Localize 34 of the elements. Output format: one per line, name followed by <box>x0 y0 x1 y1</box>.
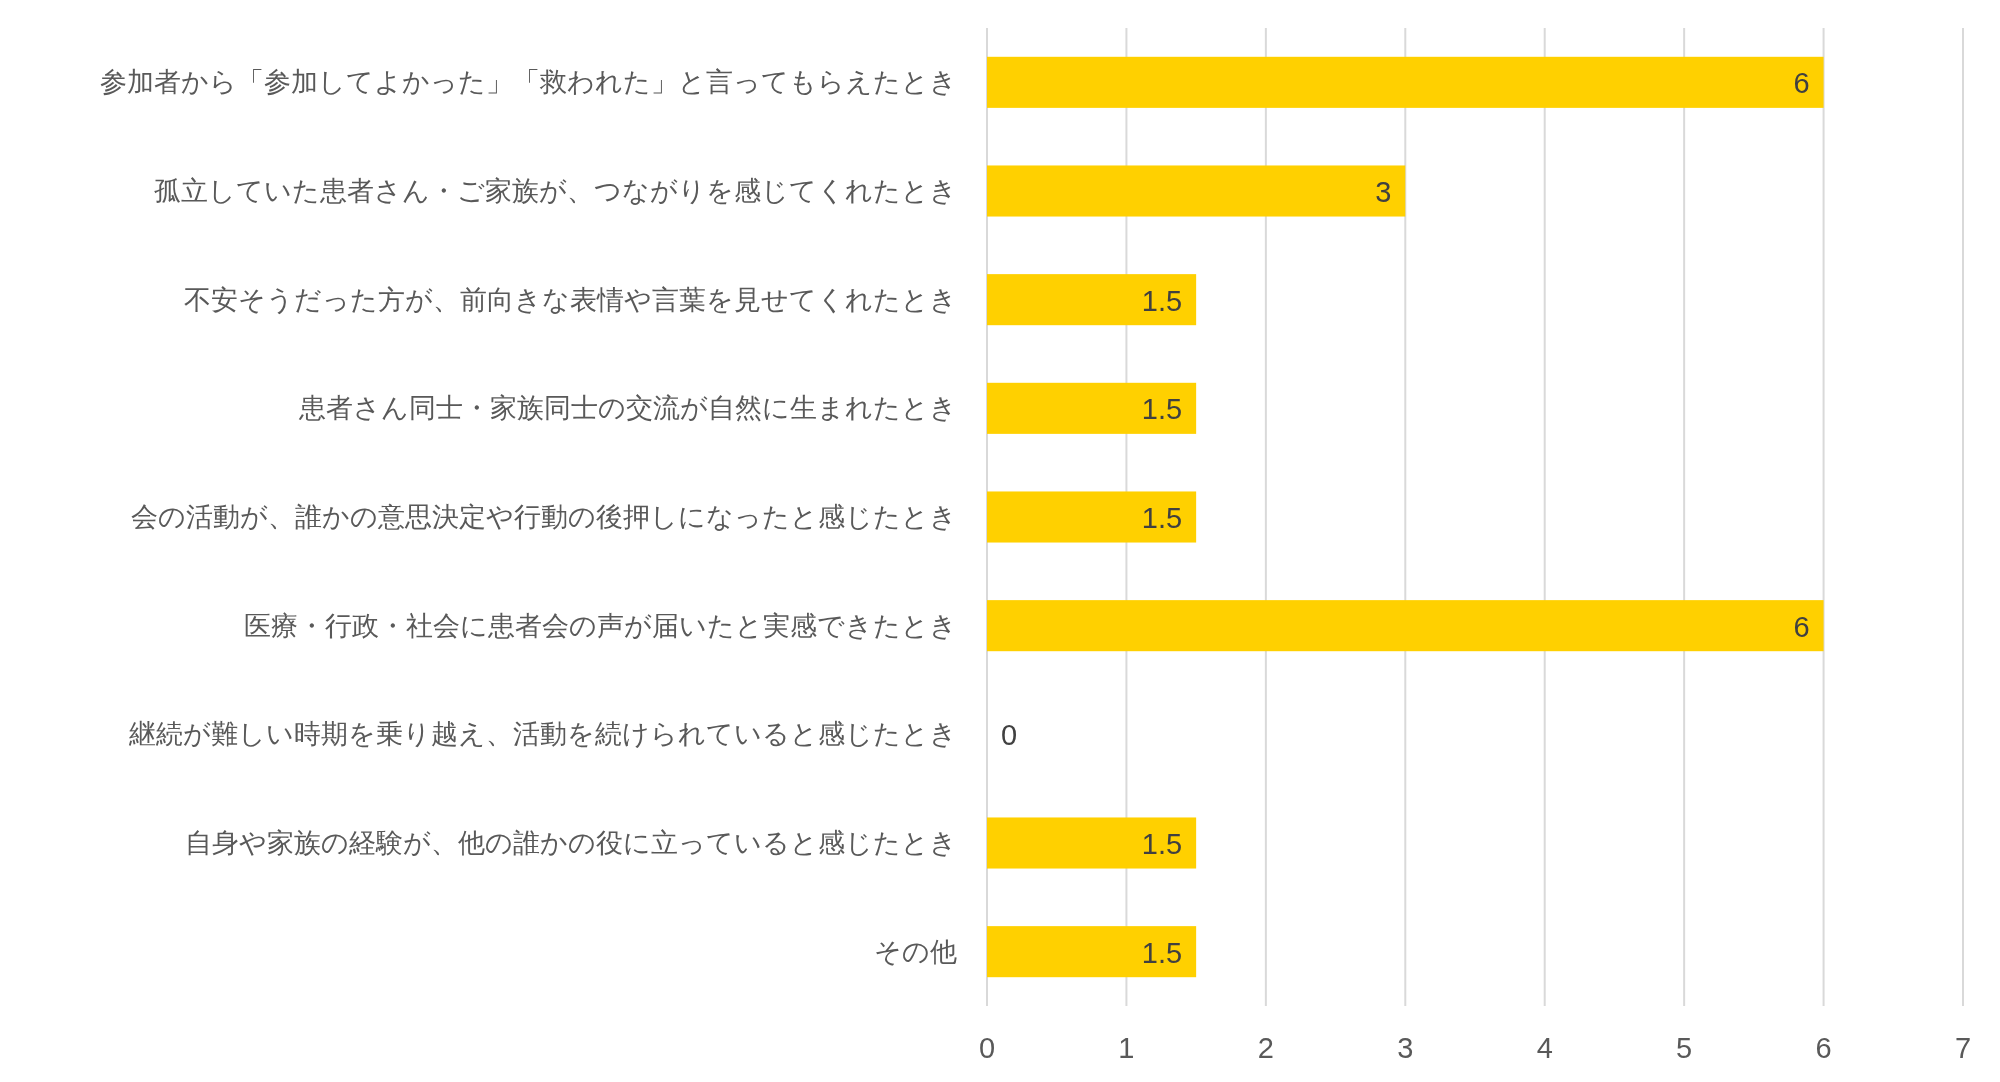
x-tick-label: 2 <box>1257 1032 1274 1064</box>
y-tick-label: 自身や家族の経験が、他の誰かの役に立っていると感じたとき <box>185 828 957 858</box>
data-label: 0 <box>1001 719 1018 752</box>
bar <box>987 600 1824 652</box>
data-label: 1.5 <box>1141 284 1183 317</box>
data-label: 1.5 <box>1141 936 1183 969</box>
bar <box>987 817 1197 869</box>
bar <box>987 165 1406 217</box>
y-tick-label: その他 <box>874 936 957 967</box>
x-tick-label: 6 <box>1815 1032 1832 1064</box>
bar <box>987 274 1197 326</box>
data-label: 1.5 <box>1141 828 1183 860</box>
bar <box>987 56 1824 108</box>
x-tick-label: 3 <box>1397 1032 1414 1064</box>
x-tick-label: 5 <box>1676 1032 1693 1064</box>
x-tick-label: 7 <box>1954 1032 1972 1064</box>
data-label: 1.5 <box>1141 502 1183 534</box>
y-tick-label: 不安そうだった方が、前向きな表情や言葉を見せてくれたとき <box>184 284 957 315</box>
y-tick-label: 継続が難しい時期を乗り越え、活動を続けられていると感じたとき <box>128 719 957 750</box>
x-tick-label: 4 <box>1536 1032 1553 1064</box>
bar <box>987 926 1197 978</box>
bar <box>987 382 1197 434</box>
x-tick-label: 0 <box>978 1032 996 1064</box>
data-label: 6 <box>1793 67 1810 100</box>
y-tick-label: 会の活動が、誰かの意思決定や行動の後押しになったと感じたとき <box>131 502 957 532</box>
data-label: 1.5 <box>1141 393 1183 426</box>
y-tick-label: 患者さん同士・家族同士の交流が自然に生まれたとき <box>298 393 957 424</box>
data-label: 3 <box>1375 176 1392 208</box>
y-tick-label: 孤立していた患者さん・ご家族が、つながりを感じてくれたとき <box>154 176 957 206</box>
y-tick-label: 医療・行政・社会に患者会の声が届いたと実感できたとき <box>244 610 957 641</box>
bar <box>987 491 1197 543</box>
data-label: 6 <box>1793 610 1810 643</box>
x-tick-label: 1 <box>1118 1032 1135 1064</box>
y-tick-label: 参加者から「参加してよかった」「救われた」と言ってもらえたとき <box>100 67 957 98</box>
